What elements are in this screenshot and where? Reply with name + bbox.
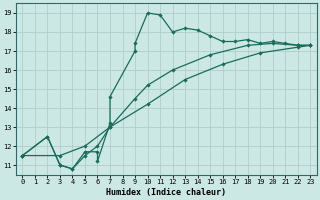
X-axis label: Humidex (Indice chaleur): Humidex (Indice chaleur) [106, 188, 226, 197]
